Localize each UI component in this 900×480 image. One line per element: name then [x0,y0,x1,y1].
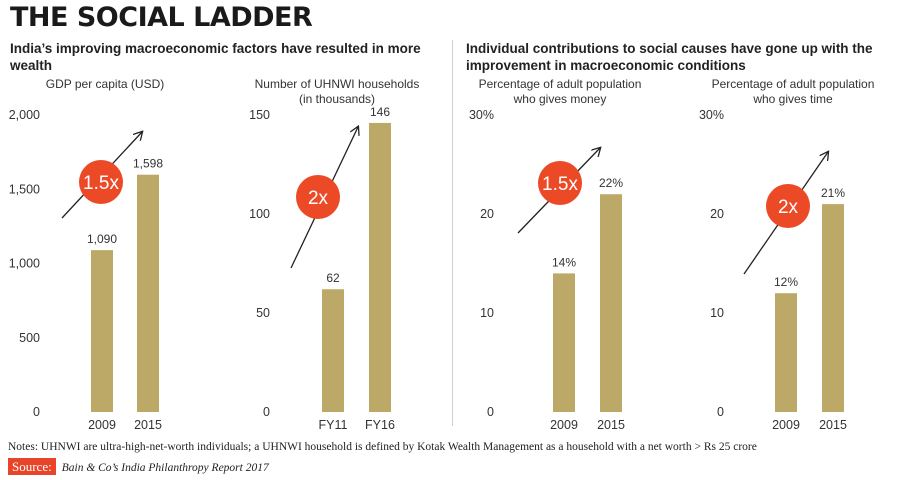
y-tick-label: 0 [33,405,40,419]
notes-text: Notes: UHNWI are ultra-high-net-worth in… [8,441,757,453]
bar [322,289,344,412]
y-tick-label: 2,000 [9,108,40,122]
y-tick-label: 20 [710,207,724,221]
category-label: 2009 [772,418,800,432]
bar [91,250,113,412]
growth-badge [538,161,582,205]
y-tick-label: 10 [480,306,494,320]
right-subtitle: Individual contributions to social cause… [466,41,873,73]
chart-title-line: Percentage of adult population [712,77,875,91]
value-label: 21% [821,186,845,200]
bar [369,122,391,413]
y-tick-label: 0 [263,405,270,419]
y-tick-label: 30% [469,108,494,122]
category-label: 2015 [819,418,847,432]
value-label: 1,598 [133,157,163,171]
chart-title-line: Number of UHNWI households [255,77,420,91]
category-label: 2015 [597,418,625,432]
chart-title-line: Percentage of adult population [479,77,642,91]
category-label: FY11 [319,418,348,432]
category-label: 2009 [550,418,578,432]
growth-badge [296,175,340,219]
y-tick-label: 1,500 [9,182,40,196]
source-row: Source: Bain & Co’s India Philanthropy Re… [8,458,269,475]
value-label: 14% [552,255,576,269]
bar [600,194,622,412]
y-tick-label: 10 [710,306,724,320]
growth-badge [79,160,123,204]
y-tick-label: 100 [249,207,270,221]
source-text: Bain & Co’s India Philanthropy Report 20… [61,462,269,474]
growth-badge-label: 2x [778,197,799,218]
value-label: 12% [774,275,798,289]
y-tick-label: 30% [699,108,724,122]
bar [822,204,844,412]
chart-2: Number of UHNWI households(in thousands)… [249,77,419,432]
charts-canvas: GDP per capita (USD)05001,0001,5002,0001… [9,77,875,432]
page-title: THE SOCIAL LADDER [10,2,313,33]
value-label: 1,090 [87,232,117,246]
section-divider [452,40,453,426]
y-tick-label: 500 [19,331,40,345]
chart-title-line: GDP per capita (USD) [46,77,164,91]
chart-title-line: who gives time [752,92,833,106]
y-tick-label: 0 [717,405,724,419]
source-label: Source: [8,458,56,475]
growth-badge-label: 2x [308,188,329,209]
bar [775,293,797,412]
category-label: FY16 [365,418,395,432]
bar [137,174,159,412]
y-tick-label: 0 [487,405,494,419]
value-label: 62 [326,271,340,285]
y-tick-label: 150 [249,108,270,122]
value-label: 146 [370,105,390,119]
category-label: 2009 [88,418,116,432]
category-label: 2015 [134,418,162,432]
chart-title-line: (in thousands) [299,92,375,106]
y-tick-label: 50 [256,306,270,320]
value-label: 22% [599,176,623,190]
y-tick-label: 1,000 [9,257,40,271]
chart-title-line: who gives money [513,92,607,106]
growth-badge [766,184,810,228]
chart-1: GDP per capita (USD) 0 500 1,000 1,500 2,000 1… [9,77,165,432]
bar [553,273,575,412]
growth-badge-label: 1.5x [542,174,578,195]
left-subtitle: India’s improving macroeconomic factors … [10,41,421,73]
growth-badge-label: 1.5x [83,173,119,194]
y-tick-label: 20 [480,207,494,221]
